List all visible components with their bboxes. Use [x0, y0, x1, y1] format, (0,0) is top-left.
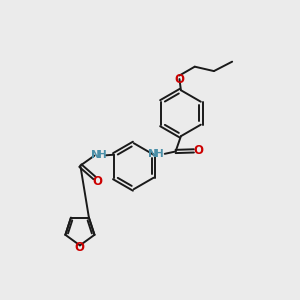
Text: H: H [155, 149, 164, 159]
Text: H: H [98, 150, 106, 160]
Text: O: O [74, 241, 84, 254]
Text: N: N [148, 148, 158, 158]
Text: N: N [91, 150, 100, 160]
Text: O: O [174, 73, 184, 85]
Text: O: O [194, 144, 204, 157]
Text: O: O [92, 175, 102, 188]
